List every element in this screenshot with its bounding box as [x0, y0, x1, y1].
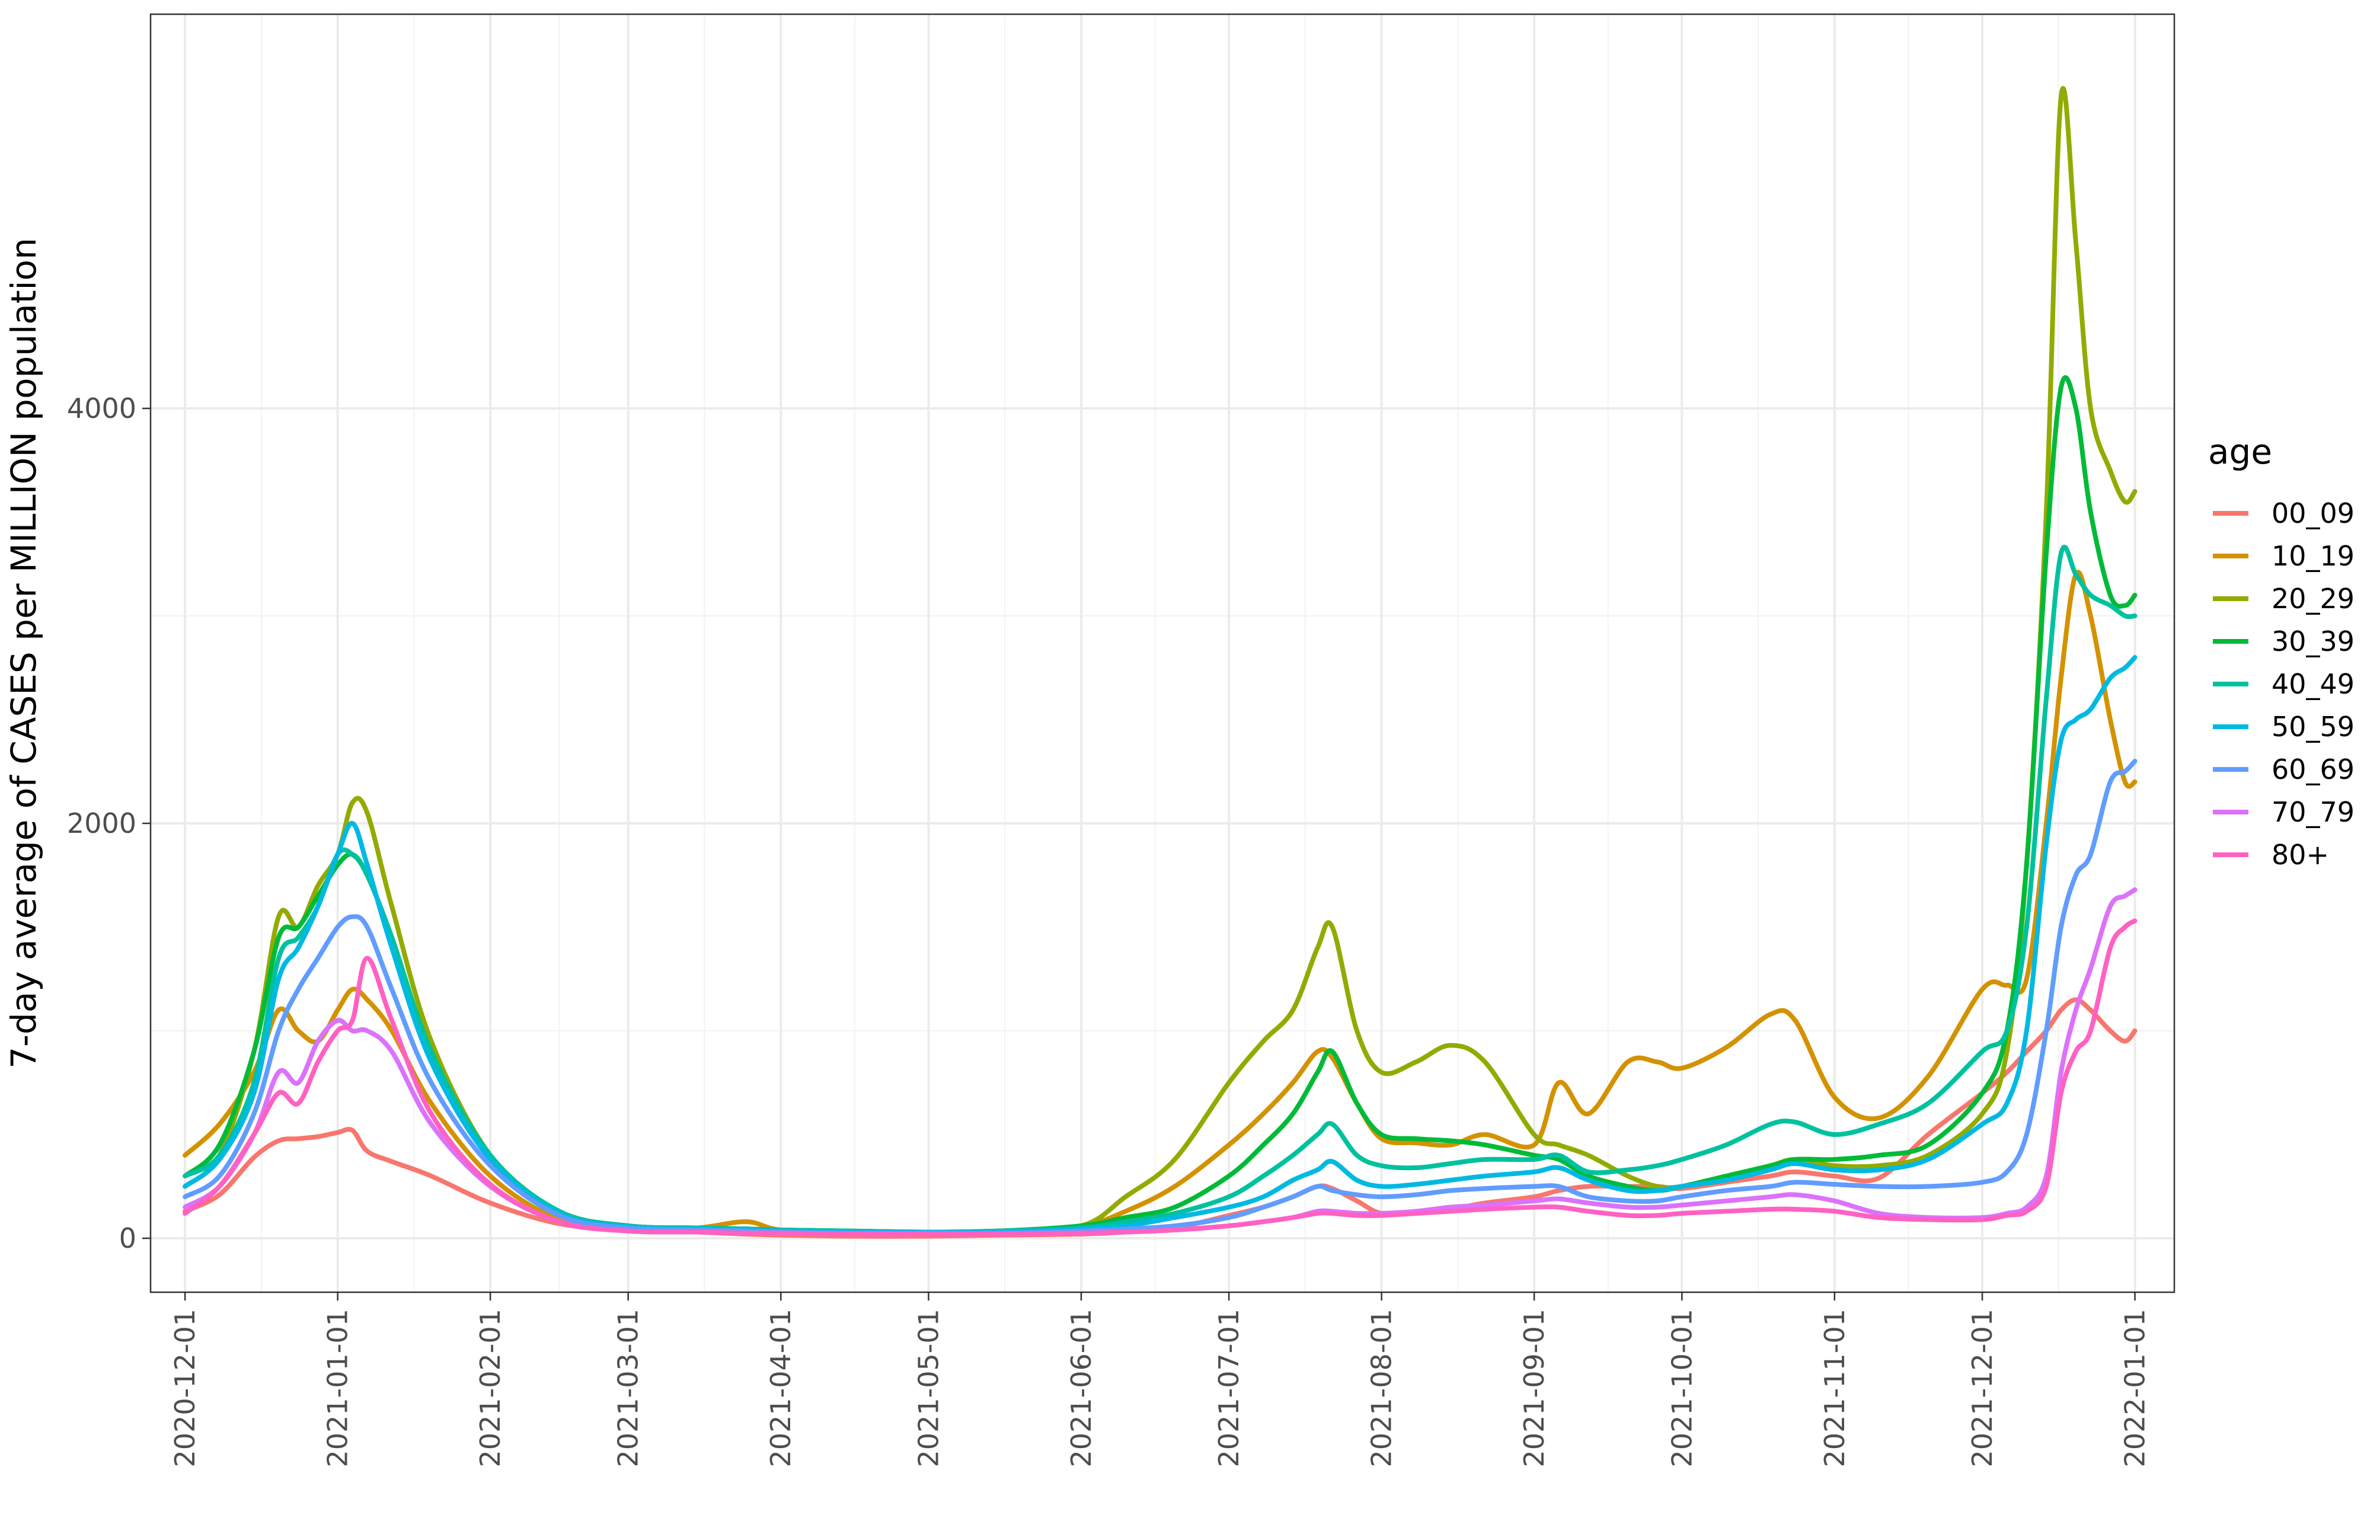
legend-label-10_19: 10_19 — [2272, 540, 2355, 572]
legend-label-70_79: 70_79 — [2272, 796, 2355, 828]
x-tick-label: 2021-12-01 — [1966, 1309, 1998, 1467]
legend-label-00_09: 00_09 — [2272, 497, 2355, 529]
series-line-60_69 — [183, 759, 2138, 1236]
x-tick-label: 2021-11-01 — [1819, 1309, 1851, 1467]
y-axis: 0 2000 4000 — [67, 392, 151, 1254]
x-tick-label: 2021-02-01 — [474, 1309, 506, 1467]
y-tick-label: 4000 — [67, 392, 136, 424]
x-tick-label: 2021-03-01 — [612, 1309, 644, 1467]
x-tick-label: 2021-06-01 — [1065, 1309, 1097, 1467]
legend-label-80+: 80+ — [2272, 839, 2329, 871]
panel-background — [151, 14, 2174, 1292]
legend-label-30_39: 30_39 — [2272, 625, 2355, 657]
x-tick-label: 2021-04-01 — [765, 1309, 797, 1467]
legend: age 00_09 10_19 20_29 30_39 40_49 50_59 60_69 7… — [2208, 432, 2355, 871]
series-line-50_59 — [183, 655, 2138, 1235]
x-tick-label: 2021-05-01 — [912, 1309, 944, 1467]
legend-label-20_29: 20_29 — [2272, 583, 2355, 615]
y-tick-label: 2000 — [67, 807, 136, 839]
y-tick-label: 0 — [119, 1222, 136, 1254]
x-tick-label: 2021-08-01 — [1366, 1309, 1398, 1467]
legend-label-40_49: 40_49 — [2272, 668, 2355, 700]
x-tick-label: 2021-10-01 — [1666, 1309, 1698, 1467]
legend-title: age — [2208, 432, 2272, 472]
y-axis-title: 7-day average of CASES per MILLION popul… — [4, 238, 44, 1069]
series-line-80+ — [183, 918, 2138, 1237]
minor-gridlines — [151, 14, 2174, 1292]
series-lines — [183, 86, 2138, 1239]
legend-label-50_59: 50_59 — [2272, 711, 2355, 743]
panel-border — [149, 13, 2175, 1293]
x-tick-label: 2021-01-01 — [322, 1309, 354, 1467]
x-tick-label: 2021-09-01 — [1518, 1309, 1550, 1467]
x-tick-label: 2022-01-01 — [2119, 1309, 2151, 1467]
x-axis: 2020-12-01 2021-01-01 2021-02-01 2021-03-01… — [169, 1292, 2151, 1467]
legend-label-60_69: 60_69 — [2272, 753, 2355, 785]
x-tick-label: 2021-07-01 — [1213, 1309, 1245, 1467]
x-tick-label: 2020-12-01 — [169, 1309, 201, 1467]
series-line-40_49 — [183, 545, 2138, 1235]
